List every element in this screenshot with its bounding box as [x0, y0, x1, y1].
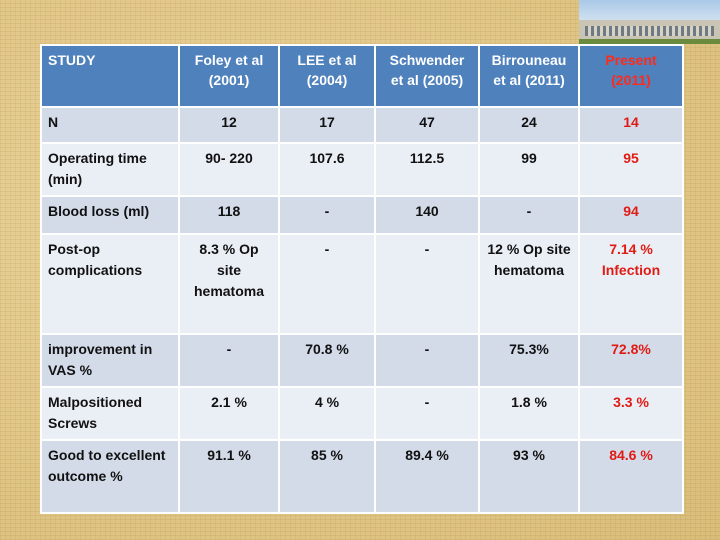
table-cell: - — [478, 194, 580, 236]
header-study: STUDY — [40, 44, 180, 108]
header-schwender: Schwender et al (2005) — [374, 44, 480, 108]
table-cell: - — [178, 332, 280, 388]
table-cell: 112.5 — [374, 141, 480, 197]
header-foley: Foley et al (2001) — [178, 44, 280, 108]
table-cell: 47 — [374, 106, 480, 144]
present-cell: 84.6 % — [578, 438, 684, 515]
table-cell: 89.4 % — [374, 438, 480, 515]
table-cell: - — [278, 233, 376, 335]
table-cell: 17 — [278, 106, 376, 144]
header-lee: LEE et al (2004) — [278, 44, 376, 108]
present-cell: 7.14 % Infection — [578, 233, 684, 335]
row-label: improvement in VAS % — [40, 332, 180, 388]
table-cell: 140 — [374, 194, 480, 236]
table-cell: - — [374, 332, 480, 388]
header-present: Present (2011) — [578, 44, 684, 108]
row-label: Blood loss (ml) — [40, 194, 180, 236]
table-cell: 2.1 % — [178, 385, 280, 441]
present-cell: 94 — [578, 194, 684, 236]
table-row: Operating time (min) 90- 220 107.6 112.5… — [40, 141, 684, 197]
comparison-table: STUDY Foley et al (2001) LEE et al (2004… — [40, 44, 684, 515]
row-label: Good to excellent outcome % — [40, 438, 180, 515]
table-row: N 12 17 47 24 14 — [40, 106, 684, 144]
table-cell: 8.3 % Op site hematoma — [178, 233, 280, 335]
table-cell: 24 — [478, 106, 580, 144]
table-cell: 118 — [178, 194, 280, 236]
table-cell: 12 % Op site hematoma — [478, 233, 580, 335]
present-cell: 72.8% — [578, 332, 684, 388]
table-cell: 1.8 % — [478, 385, 580, 441]
present-cell: 95 — [578, 141, 684, 197]
table-cell: 93 % — [478, 438, 580, 515]
table-cell: 70.8 % — [278, 332, 376, 388]
table-cell: 107.6 — [278, 141, 376, 197]
table-cell: 91.1 % — [178, 438, 280, 515]
table-cell: 12 — [178, 106, 280, 144]
present-cell: 14 — [578, 106, 684, 144]
table-row: improvement in VAS % - 70.8 % - 75.3% 72… — [40, 332, 684, 388]
present-cell: 3.3 % — [578, 385, 684, 441]
table-cell: 4 % — [278, 385, 376, 441]
table-cell: 90- 220 — [178, 141, 280, 197]
table-cell: - — [374, 233, 480, 335]
header-row: STUDY Foley et al (2001) LEE et al (2004… — [40, 44, 684, 108]
hospital-photo — [579, 0, 720, 44]
table-cell: - — [278, 194, 376, 236]
table-cell: 75.3% — [478, 332, 580, 388]
table-row: Malpositioned Screws 2.1 % 4 % - 1.8 % 3… — [40, 385, 684, 441]
row-label: Malpositioned Screws — [40, 385, 180, 441]
table-cell: 85 % — [278, 438, 376, 515]
row-label: N — [40, 106, 180, 144]
table-row: Post-op complications 8.3 % Op site hema… — [40, 233, 684, 335]
table-cell: 99 — [478, 141, 580, 197]
header-birrouneau: Birrouneau et al (2011) — [478, 44, 580, 108]
row-label: Operating time (min) — [40, 141, 180, 197]
table-row: Blood loss (ml) 118 - 140 - 94 — [40, 194, 684, 236]
table-row: Good to excellent outcome % 91.1 % 85 % … — [40, 438, 684, 515]
row-label: Post-op complications — [40, 233, 180, 335]
table-cell: - — [374, 385, 480, 441]
